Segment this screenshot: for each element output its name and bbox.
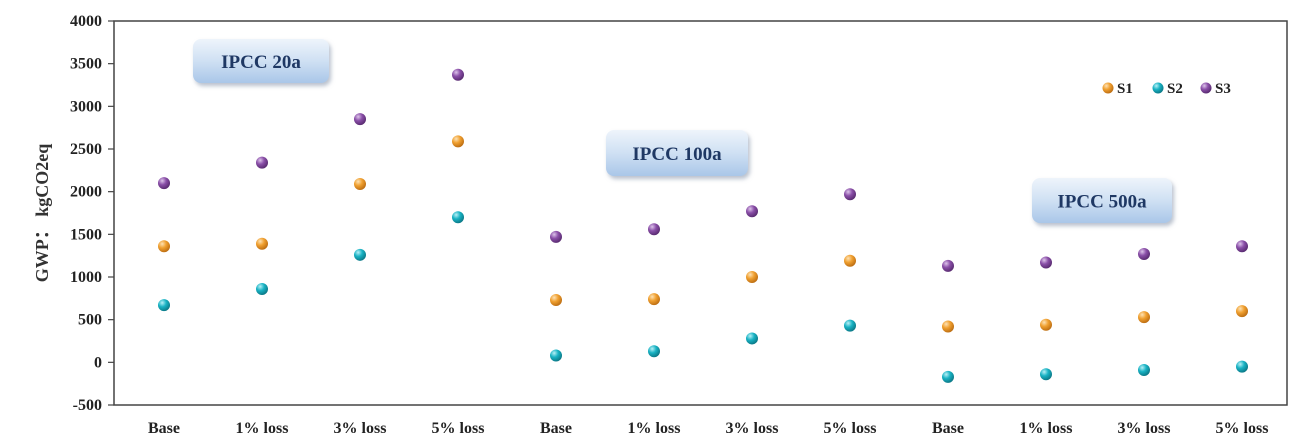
data-point-s2: [1236, 360, 1248, 373]
group-badge-label: IPCC 500a: [1057, 192, 1147, 213]
data-point-s3: [844, 188, 856, 201]
x-tick-label: 3% loss: [726, 420, 779, 437]
x-tick-label: 5% loss: [1216, 420, 1269, 437]
data-point-s2: [354, 248, 366, 261]
y-tick-label: 4000: [70, 13, 102, 30]
y-tick-label: 500: [78, 312, 102, 329]
y-tick-label: 3000: [70, 98, 102, 115]
group-badge: [1032, 178, 1172, 223]
x-tick-label: 1% loss: [1020, 420, 1073, 437]
data-point-s3: [1138, 247, 1150, 260]
data-point-s2: [844, 319, 856, 332]
y-axis: 4000 3500 3000 2500 2000 1500 1000 500 0 -500: [70, 13, 114, 414]
data-point-s3: [1040, 256, 1052, 269]
data-point-s1: [1236, 305, 1248, 318]
x-tick-label: 3% loss: [1118, 420, 1171, 437]
x-tick-label: 3% loss: [334, 420, 387, 437]
data-point-s3: [648, 223, 660, 236]
x-tick-label: Base: [148, 420, 180, 437]
data-points: [158, 68, 1248, 383]
data-point-s2: [550, 349, 562, 362]
data-point-s3: [550, 230, 562, 243]
x-tick-label: 5% loss: [432, 420, 485, 437]
data-point-s2: [256, 282, 268, 295]
legend-marker-s2: [1152, 82, 1164, 94]
legend-label-s2: S2: [1167, 81, 1183, 97]
y-tick-label: 1000: [70, 269, 102, 286]
data-point-s3: [1236, 240, 1248, 253]
y-tick-label: 2000: [70, 184, 102, 201]
data-point-s2: [648, 345, 660, 358]
data-point-s2: [158, 299, 170, 312]
y-tick-label: 0: [94, 354, 102, 371]
data-point-s1: [844, 254, 856, 267]
data-point-s1: [648, 293, 660, 306]
group-badge-label: IPCC 20a: [221, 52, 301, 73]
legend-label-s3: S3: [1215, 81, 1231, 97]
y-axis-label: GWP： kgCO2eq: [32, 144, 52, 283]
data-point-s2: [452, 211, 464, 224]
data-point-s1: [158, 240, 170, 253]
data-point-s2: [1138, 364, 1150, 377]
legend-label-s1: S1: [1117, 81, 1133, 97]
data-point-s3: [942, 259, 954, 272]
data-point-s1: [1138, 311, 1150, 324]
x-tick-label: 5% loss: [824, 420, 877, 437]
group-badge: [606, 130, 748, 176]
group-badge: [193, 39, 329, 83]
data-point-s1: [942, 320, 954, 333]
data-point-s2: [1040, 368, 1052, 381]
data-point-s3: [354, 113, 366, 126]
y-tick-label: 2500: [70, 141, 102, 158]
x-tick-label: 1% loss: [236, 420, 289, 437]
legend: S1 S2 S3: [1102, 81, 1231, 97]
group-badges: IPCC 20a IPCC 100a IPCC 500a: [193, 39, 1172, 223]
data-point-s1: [746, 271, 758, 283]
x-axis: Base 1% loss 3% loss 5% loss Base 1% loss 3% l…: [148, 420, 1268, 437]
legend-marker-s3: [1200, 82, 1212, 94]
data-point-s3: [746, 205, 758, 218]
data-point-s1: [550, 294, 562, 307]
data-point-s2: [942, 370, 954, 383]
y-tick-label: 3500: [70, 56, 102, 73]
x-tick-label: Base: [540, 420, 572, 437]
data-point-s1: [452, 135, 464, 148]
y-tick-label: -500: [73, 397, 102, 414]
data-point-s1: [1040, 318, 1052, 331]
data-point-s1: [256, 237, 268, 250]
data-point-s3: [452, 68, 464, 81]
data-point-s3: [256, 156, 268, 169]
data-point-s2: [746, 332, 758, 345]
group-badge-label: IPCC 100a: [632, 144, 722, 165]
data-point-s3: [158, 177, 170, 190]
x-tick-label: 1% loss: [628, 420, 681, 437]
legend-marker-s1: [1102, 82, 1114, 94]
x-tick-label: Base: [932, 420, 964, 437]
y-tick-label: 1500: [70, 226, 102, 243]
data-point-s1: [354, 177, 366, 190]
